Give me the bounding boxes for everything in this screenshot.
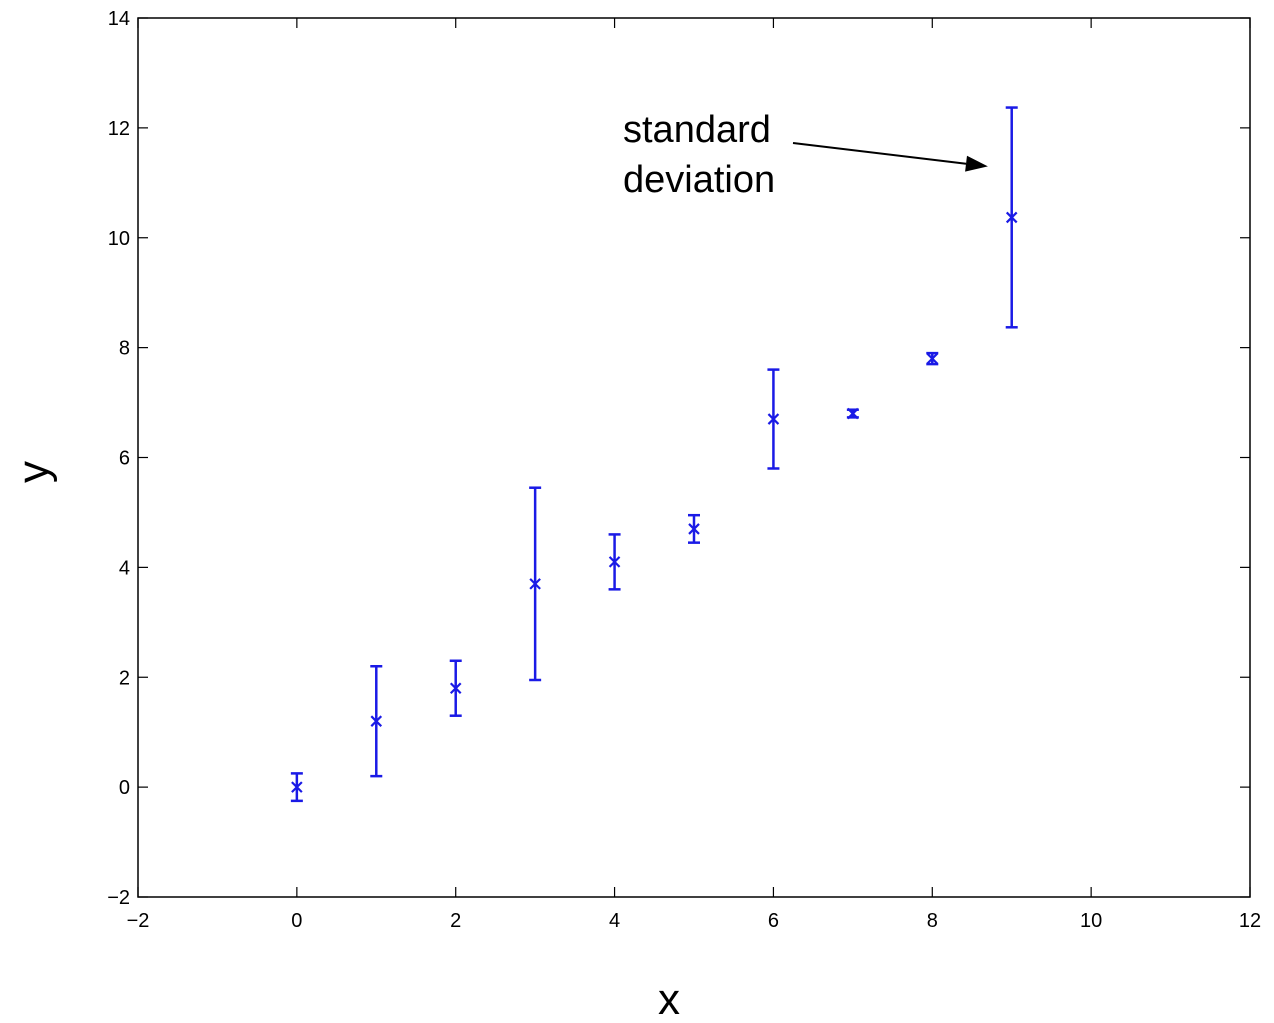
- data-point: [370, 665, 383, 778]
- data-point: [1005, 106, 1018, 329]
- marker-x: [1005, 211, 1018, 224]
- data-point: [767, 368, 780, 470]
- x-tick-label: 6: [768, 910, 779, 932]
- y-tick-label: 0: [119, 777, 130, 799]
- annotation-line-1: standard: [623, 109, 771, 151]
- y-tick-label: 12: [108, 118, 130, 140]
- data-point: [290, 772, 303, 803]
- x-tick-label: 0: [291, 910, 302, 932]
- marker-x: [449, 682, 462, 695]
- y-axis-label: y: [9, 461, 58, 483]
- data-point: [529, 486, 542, 682]
- marker-x: [370, 715, 383, 727]
- x-tick-label: −2: [127, 910, 150, 932]
- y-tick-label: 8: [119, 338, 130, 360]
- marker-x: [767, 413, 780, 425]
- y-tick-labels: −2 0 2 4 6 8 10 12 14: [107, 8, 130, 909]
- data-points: [290, 106, 1018, 803]
- data-point: [449, 659, 462, 717]
- data-point: [926, 351, 939, 366]
- marker-x: [529, 578, 541, 590]
- marker-x: [847, 407, 859, 420]
- data-point: [608, 533, 621, 591]
- y-tick-label: −2: [107, 887, 130, 909]
- marker-x: [291, 781, 303, 793]
- annotation-arrow-line: [792, 142, 967, 165]
- x-tick-label: 10: [1080, 910, 1102, 932]
- plot-area: [137, 17, 1251, 898]
- ticks: [137, 17, 1251, 898]
- annotation: standard deviation: [623, 109, 988, 201]
- x-tick-label: 8: [927, 910, 938, 932]
- x-tick-label: 4: [609, 910, 620, 932]
- y-tick-label: 4: [119, 557, 130, 579]
- marker-x: [926, 352, 939, 365]
- data-point: [846, 407, 859, 420]
- x-tick-label: 12: [1239, 910, 1261, 932]
- x-tick-label: 2: [450, 910, 461, 932]
- y-tick-label: 10: [108, 228, 130, 250]
- marker-x: [608, 556, 621, 568]
- data-point: [688, 513, 700, 544]
- marker-x: [688, 523, 700, 535]
- x-tick-labels: −2 0 2 4 6 8 10 12: [127, 910, 1262, 932]
- y-tick-label: 2: [119, 667, 130, 689]
- y-tick-label: 6: [119, 448, 130, 470]
- y-tick-label: 14: [108, 8, 130, 30]
- annotation-line-2: deviation: [623, 159, 775, 201]
- annotation-arrow-head: [965, 155, 988, 172]
- x-axis-label: x: [658, 975, 680, 1023]
